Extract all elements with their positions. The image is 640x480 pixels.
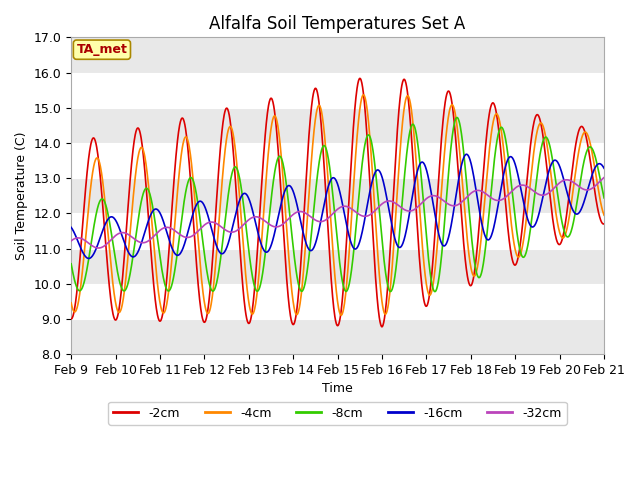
Bar — [71, 249, 604, 284]
Text: TA_met: TA_met — [77, 43, 127, 56]
Bar — [71, 37, 604, 72]
Y-axis label: Soil Temperature (C): Soil Temperature (C) — [15, 132, 28, 260]
Bar — [71, 178, 604, 213]
Legend: -2cm, -4cm, -8cm, -16cm, -32cm: -2cm, -4cm, -8cm, -16cm, -32cm — [108, 402, 567, 424]
Title: Alfalfa Soil Temperatures Set A: Alfalfa Soil Temperatures Set A — [209, 15, 466, 33]
Bar — [71, 319, 604, 354]
X-axis label: Time: Time — [322, 383, 353, 396]
Bar — [71, 108, 604, 143]
